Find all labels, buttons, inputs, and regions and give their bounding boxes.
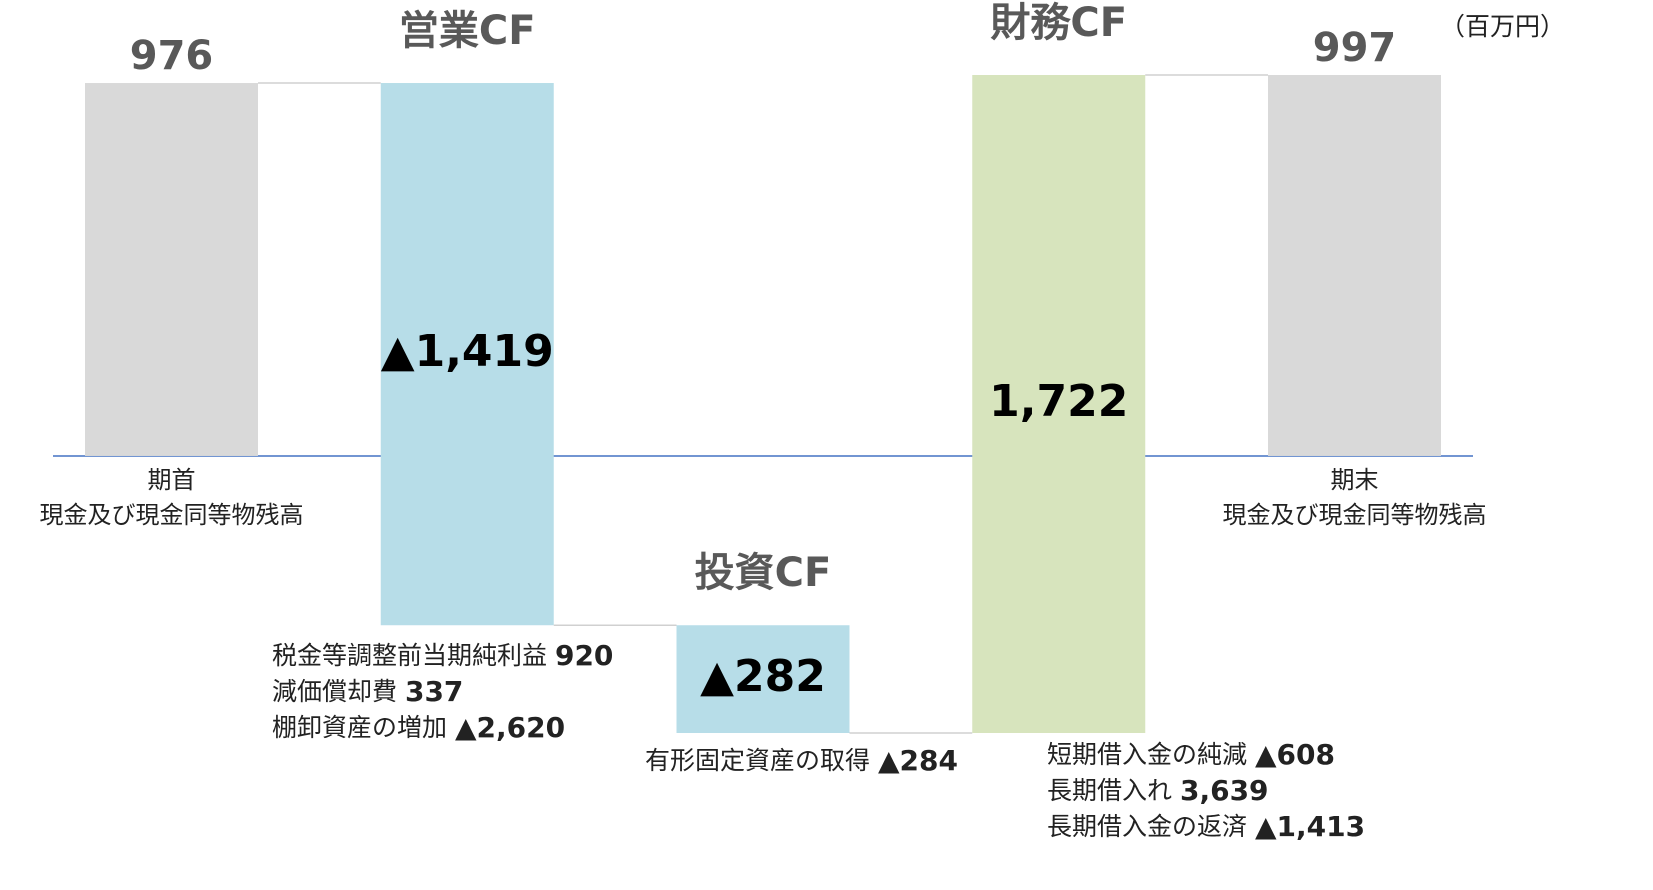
detail-value: ▲1,413: [1255, 810, 1365, 843]
detail-line: 長期借入れ 3,639: [1047, 774, 1269, 807]
detail-label: 短期借入金の純減: [1047, 740, 1247, 769]
detail-label: 長期借入れ: [1047, 776, 1172, 805]
detail-value: ▲608: [1255, 738, 1335, 771]
detail-spacer: [547, 641, 555, 670]
category-title: 財務CF: [990, 0, 1127, 46]
bar: [85, 83, 258, 456]
detail-line: 短期借入金の純減 ▲608: [1047, 738, 1335, 771]
category-label: 現金及び現金同等物残高: [40, 501, 304, 529]
bar: [676, 625, 850, 733]
detail-spacer: [447, 713, 455, 742]
category-label: 現金及び現金同等物残高: [1223, 501, 1487, 529]
unit-label: （百万円）: [1440, 12, 1565, 41]
detail-spacer: [1247, 812, 1255, 841]
detail-value: ▲284: [878, 744, 958, 777]
detail-label: 税金等調整前当期純利益: [272, 641, 547, 670]
detail-label: 減価償却費: [272, 677, 397, 706]
detail-line: 長期借入金の返済 ▲1,413: [1047, 810, 1365, 843]
detail-spacer: [870, 746, 878, 775]
detail-spacer: [1247, 740, 1255, 769]
value-label: 997: [1313, 25, 1397, 71]
detail-line: 有形固定資産の取得 ▲284: [645, 744, 958, 777]
detail-value: ▲2,620: [455, 711, 565, 744]
category-title: 投資CF: [695, 550, 832, 596]
detail-label: 有形固定資産の取得: [645, 746, 870, 775]
detail-line: 減価償却費 337: [272, 675, 463, 708]
detail-label: 棚卸資産の増加: [272, 713, 447, 742]
bar: [972, 75, 1146, 733]
value-label: ▲282: [700, 651, 826, 702]
detail-spacer: [397, 677, 405, 706]
detail-value: 337: [405, 675, 463, 708]
category-label: 期首: [148, 466, 196, 494]
category-label: 期末: [1331, 466, 1379, 494]
value-label: 1,722: [989, 376, 1128, 427]
detail-spacer: [1172, 776, 1180, 805]
value-label: 976: [130, 33, 214, 79]
bar: [1268, 75, 1441, 456]
detail-line: 税金等調整前当期純利益 920: [272, 639, 613, 672]
detail-label: 長期借入金の返済: [1047, 812, 1247, 841]
detail-value: 920: [555, 639, 613, 672]
value-label: ▲1,419: [381, 326, 554, 377]
detail-value: 3,639: [1180, 774, 1269, 807]
category-title: 営業CF: [399, 8, 536, 54]
bar: [380, 83, 554, 626]
detail-line: 棚卸資産の増加 ▲2,620: [272, 711, 565, 744]
